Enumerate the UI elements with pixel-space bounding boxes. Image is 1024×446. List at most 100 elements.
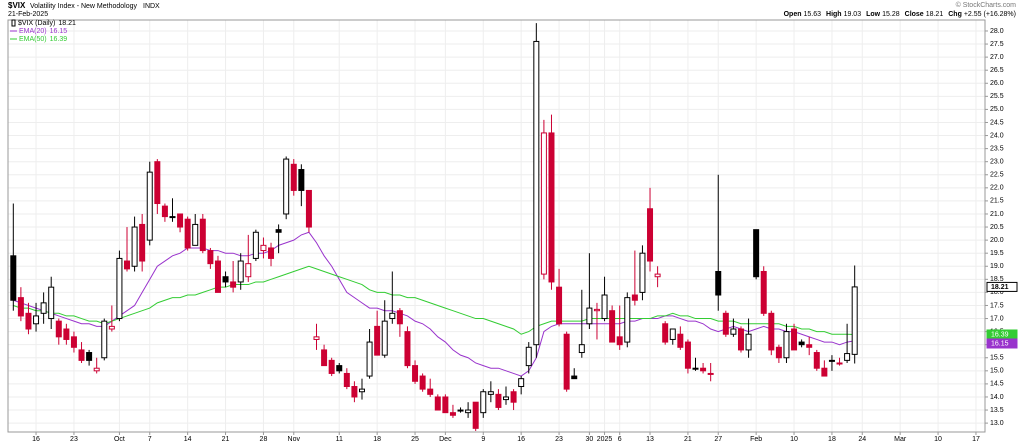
x-tick-label: 30 [585,436,593,443]
candle-body [184,218,191,249]
candle-body [154,161,161,205]
x-tick-label: 16 [517,436,525,443]
candle-body [465,409,472,414]
exchange: INDX [143,3,160,10]
symbol: $VIX [8,1,26,10]
y-tick-label: 20.0 [990,237,1004,244]
y-tick-label: 17.5 [990,302,1004,309]
candle-body [207,250,214,265]
y-tick-label: 23.0 [990,159,1004,166]
y-tick-label: 21.5 [990,198,1004,205]
x-tick-label: 25 [411,436,419,443]
candle-body [616,336,623,346]
candle-body [336,365,343,372]
quote-value: +2.55 (+16.28%) [964,11,1016,18]
x-tick-label: 21 [222,436,230,443]
quote-value: 19.03 [844,11,862,18]
x-tick-label: 2025 [597,436,613,443]
y-tick-label: 15.5 [990,355,1004,362]
candle-body [753,229,760,278]
candle-body [25,312,32,330]
candle-body [381,320,388,356]
candle-body [715,270,722,296]
price-tag [986,281,1018,292]
candle-body [624,297,631,343]
x-tick-label: 7 [148,436,152,443]
candle-body [851,286,858,355]
x-tick-label: 28 [260,436,268,443]
candle-body [161,205,168,218]
candle-body [730,328,737,335]
y-tick-label: 25.0 [990,106,1004,113]
candle-body [669,328,676,340]
legend-value: 16.15 [50,28,68,35]
candle-body [586,307,593,325]
candle-body [268,247,275,259]
candle-body [783,331,790,359]
price-tag-label: 18.21 [991,284,1009,291]
date: 21-Feb-2025 [8,11,48,18]
x-tick-label: 10 [934,436,942,443]
candle-body [533,40,540,346]
candle-body [63,328,70,340]
candle-body [480,391,487,414]
x-tick-label: 18 [373,436,381,443]
x-tick-label: 18 [828,436,836,443]
candle-body [146,171,153,241]
candle-body [321,349,328,367]
candle-body [540,132,547,275]
ema-tag-label: 16.39 [991,331,1009,338]
candle-body [260,244,267,252]
candle-body [525,346,532,367]
candle-body [442,396,449,414]
y-tick-label: 14.0 [990,394,1004,401]
candle-body [389,312,396,320]
ema-tag-label: 16.15 [991,340,1009,347]
ema-tag [986,338,1018,349]
candle-body [305,189,312,228]
ema-line [13,265,855,335]
quote-value: 15.63 [803,11,821,18]
candle-body [237,260,244,283]
candle-body [131,226,138,267]
y-tick-label: 24.5 [990,119,1004,126]
candle-body [571,375,578,380]
quote-line: Open 15.63 High 19.03 Low 15.28 Close 18.21 Chg +… [784,11,1016,18]
candle-body [70,336,77,348]
x-tick-label: Dec [439,436,452,443]
candle-body [563,333,570,390]
candle-body [328,359,335,374]
legend-entry: EMA(50) 16.39 [19,36,67,43]
legend-label: EMA(20) [19,28,47,35]
candle-body [40,302,47,314]
candle-body [86,352,93,361]
candle-body [631,294,638,301]
candle-body [707,372,714,375]
legend-icon [11,19,16,27]
y-tick-label: 18.0 [990,289,1004,296]
candle-body [214,260,221,293]
candle-body [252,231,259,259]
candle-body [412,365,419,382]
legend-label: $VIX (Daily) [18,20,55,27]
candle-body [124,260,131,270]
x-tick-label: 24 [858,436,866,443]
y-tick-label: 25.5 [990,93,1004,100]
ema-line [13,231,855,377]
candle-body [10,255,17,301]
candle-body [93,367,100,372]
x-tick-label: 17 [972,436,980,443]
plot-frame [7,19,986,433]
candle-body [775,346,782,359]
candle-body [791,328,798,351]
quote-label: Close [905,11,924,18]
candle-body [313,336,320,340]
candle-body [722,312,729,335]
candle-body [298,169,305,191]
y-tick-label: 23.5 [990,145,1004,152]
quote-label: Low [866,11,881,18]
candle-body [374,325,381,356]
y-tick-label: 19.0 [990,263,1004,270]
